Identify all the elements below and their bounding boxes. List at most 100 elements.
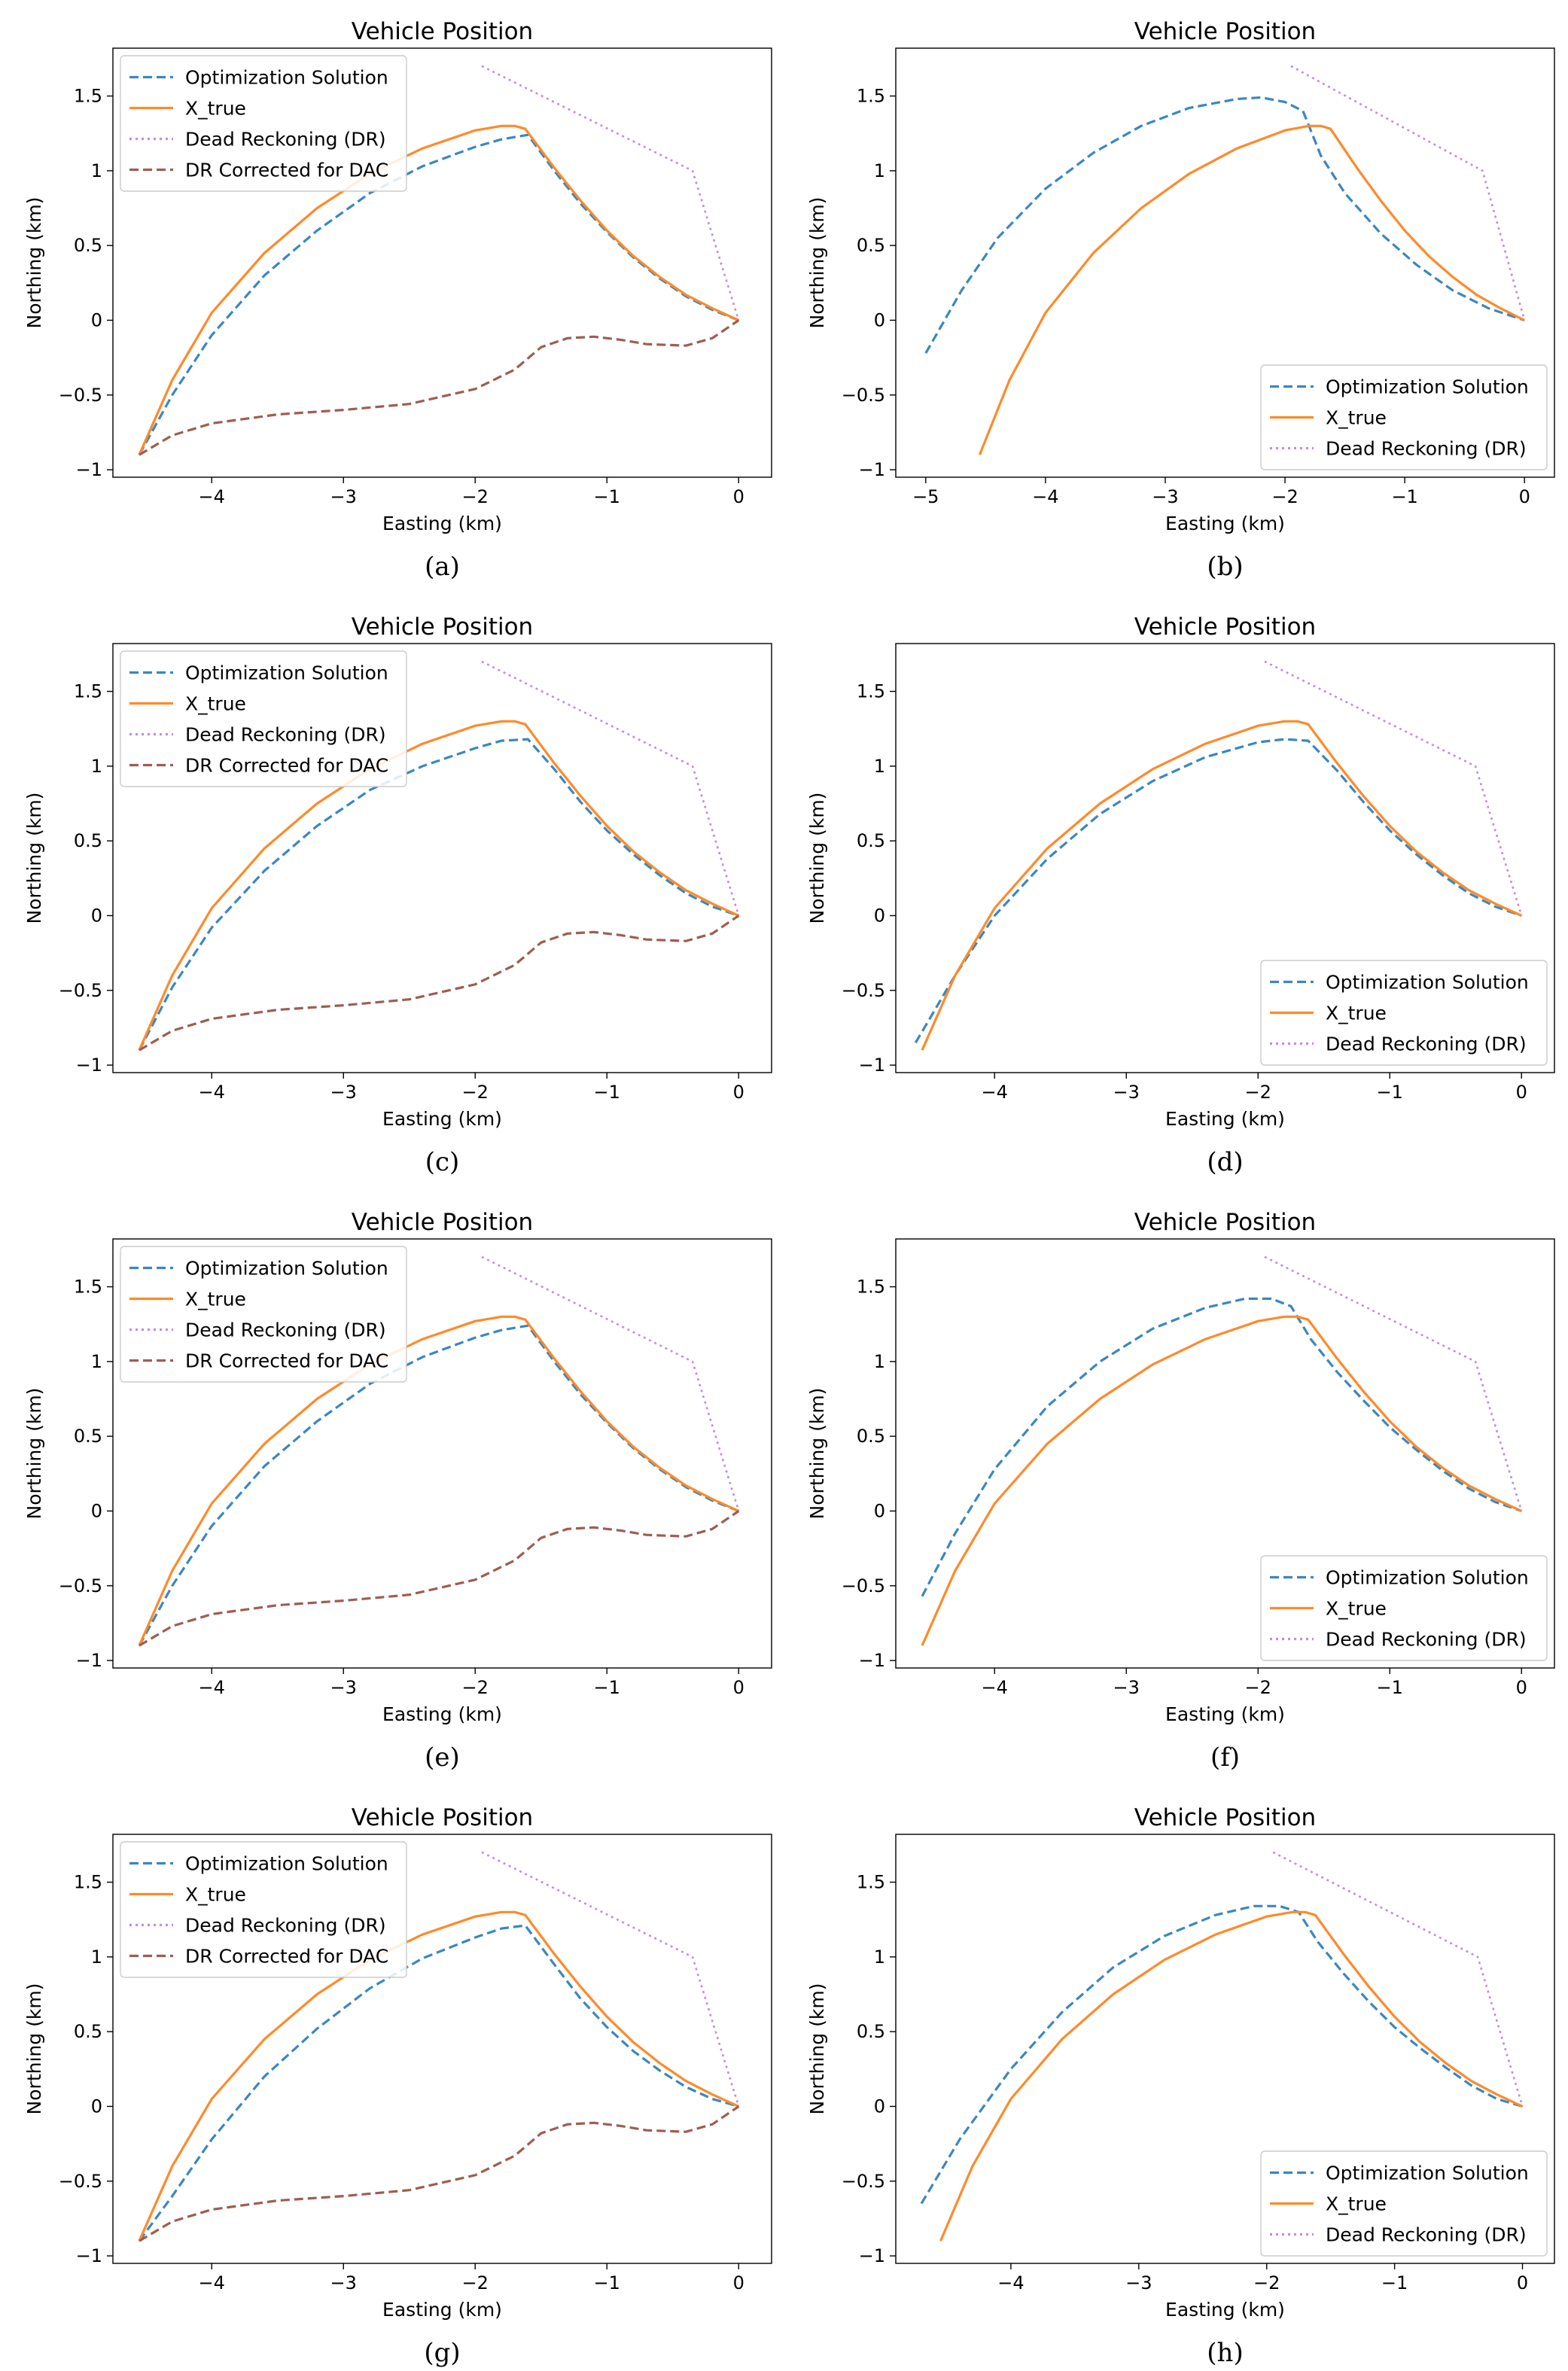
legend-entry: Optimization Solution bbox=[1326, 2163, 1529, 2184]
legend-entry: Optimization Solution bbox=[1326, 1567, 1529, 1589]
y-tick-label: 1.5 bbox=[74, 1277, 102, 1298]
series-line-x-true bbox=[939, 1910, 1524, 2242]
y-tick-label: −1 bbox=[859, 459, 885, 480]
legend-entry: Optimization Solution bbox=[1326, 972, 1529, 994]
series-line-x-true bbox=[138, 1910, 739, 2242]
x-tick-label: 0 bbox=[733, 1677, 744, 1698]
series-line-dr-corrected-for-dac bbox=[139, 319, 740, 456]
y-tick-label: −0.5 bbox=[842, 2171, 885, 2192]
legend-box bbox=[1260, 2150, 1548, 2257]
series-line-dead-reckoning-dr bbox=[481, 1256, 740, 1511]
y-tick-label: 1 bbox=[91, 756, 102, 777]
legend-entry: Dead Reckoning (DR) bbox=[1326, 1033, 1527, 1055]
x-tick-label: −4 bbox=[997, 2272, 1024, 2293]
x-tick-label: 0 bbox=[733, 486, 744, 507]
chart-title: Vehicle Position bbox=[1134, 613, 1316, 641]
legend-entry: X_true bbox=[1326, 1003, 1387, 1024]
x-tick-label: −4 bbox=[199, 486, 225, 507]
x-tick-label: −2 bbox=[462, 2272, 489, 2293]
chart-title: Vehicle Position bbox=[352, 613, 533, 641]
series-line-optimization-solution bbox=[138, 1924, 739, 2242]
x-tick-label: −3 bbox=[330, 1677, 357, 1698]
chart-panel-e: Vehicle Position −4 −3 −2 −1 0 −1 −0.5 0 0.5 1 1.5 E… bbox=[23, 1209, 772, 1773]
y-tick-label: −0.5 bbox=[59, 2171, 102, 2192]
x-tick-label: −4 bbox=[199, 1082, 225, 1103]
chart-title: Vehicle Position bbox=[1134, 1209, 1316, 1236]
x-tick-label: −3 bbox=[330, 2272, 357, 2293]
legend-entry: Optimization Solution bbox=[1326, 376, 1529, 398]
legend-entry: Dead Reckoning (DR) bbox=[185, 1319, 386, 1341]
legend-entry: Dead Reckoning (DR) bbox=[1326, 1629, 1527, 1651]
legend-entry: DR Corrected for DAC bbox=[185, 1350, 388, 1372]
y-tick-label: −1 bbox=[859, 1055, 885, 1076]
legend-entry: X_true bbox=[185, 693, 246, 715]
x-axis-label: Easting (km) bbox=[382, 1703, 502, 1725]
x-tick-label: −1 bbox=[1377, 1082, 1403, 1103]
y-tick-label: 1 bbox=[874, 160, 885, 181]
x-tick-label: −3 bbox=[330, 1082, 357, 1103]
y-tick-label: 0.5 bbox=[74, 2021, 102, 2042]
x-axis-label: Easting (km) bbox=[1165, 2299, 1285, 2321]
y-tick-label: 0.5 bbox=[74, 1426, 102, 1447]
legend-entry: Optimization Solution bbox=[185, 662, 388, 684]
series-line-dead-reckoning-dr bbox=[481, 660, 740, 916]
x-tick-label: −4 bbox=[1032, 486, 1058, 507]
x-tick-label: −3 bbox=[1113, 1082, 1140, 1103]
x-tick-label: −4 bbox=[199, 2272, 225, 2293]
y-tick-label: 0 bbox=[91, 905, 102, 926]
x-tick-label: −2 bbox=[462, 1677, 489, 1698]
chart-panel-f: Vehicle Position −4 −3 −2 −1 0 −1 −0.5 0 0.5 1 1.5 E… bbox=[806, 1209, 1555, 1773]
x-axis-label: Easting (km) bbox=[382, 513, 502, 534]
y-tick-label: 1.5 bbox=[857, 1277, 885, 1298]
y-tick-label: 1 bbox=[874, 756, 885, 777]
y-tick-label: 1 bbox=[91, 1946, 102, 1968]
series-line-optimization-solution bbox=[924, 96, 1525, 354]
y-tick-label: 0.5 bbox=[857, 2021, 885, 2042]
legend: Optimization Solution X_true Dead Reckonin… bbox=[1260, 364, 1548, 470]
x-tick-label: −3 bbox=[330, 486, 357, 507]
legend-entry: X_true bbox=[185, 98, 246, 120]
y-axis-label: Northing (km) bbox=[23, 793, 45, 924]
y-tick-label: 0 bbox=[874, 2096, 885, 2117]
y-axis-label: Northing (km) bbox=[806, 197, 828, 329]
legend: Optimization Solution X_true Dead Reckonin… bbox=[120, 1246, 407, 1383]
panel-caption: (a) bbox=[425, 552, 460, 582]
y-tick-label: 0 bbox=[91, 309, 102, 330]
series-line-dead-reckoning-dr bbox=[481, 65, 740, 321]
chart-panel-g: Vehicle Position −4 −3 −2 −1 0 −1 −0.5 0 0.5 1 1.5 E… bbox=[23, 1804, 772, 2368]
legend-entry: Optimization Solution bbox=[185, 67, 388, 89]
y-tick-label: −1 bbox=[76, 1055, 102, 1076]
x-axis-label: Easting (km) bbox=[382, 1108, 502, 1130]
series-line-optimization-solution bbox=[138, 133, 739, 455]
y-tick-label: −0.5 bbox=[842, 980, 885, 1001]
x-tick-label: 0 bbox=[1519, 486, 1530, 507]
panel-caption: (c) bbox=[425, 1147, 460, 1177]
legend-entry: Dead Reckoning (DR) bbox=[185, 129, 386, 151]
y-tick-label: 1.5 bbox=[857, 681, 885, 702]
y-tick-label: 1.5 bbox=[857, 1872, 885, 1893]
chart-title: Vehicle Position bbox=[352, 18, 533, 45]
legend-entry: Dead Reckoning (DR) bbox=[185, 724, 386, 746]
y-tick-label: −0.5 bbox=[59, 980, 102, 1001]
x-axis-label: Easting (km) bbox=[1165, 1108, 1285, 1130]
y-tick-label: 0.5 bbox=[857, 235, 885, 256]
x-tick-label: −1 bbox=[1377, 1677, 1403, 1698]
panel-caption: (e) bbox=[425, 1742, 460, 1773]
x-tick-label: −2 bbox=[1271, 486, 1298, 507]
legend-entry: DR Corrected for DAC bbox=[185, 160, 388, 181]
y-tick-label: 1 bbox=[91, 160, 102, 181]
legend-box bbox=[1260, 364, 1548, 470]
legend-entry: X_true bbox=[185, 1289, 246, 1310]
x-tick-label: −5 bbox=[912, 486, 939, 507]
series-line-dr-corrected-for-dac bbox=[139, 915, 740, 1052]
series-line-dead-reckoning-dr bbox=[481, 1851, 740, 2107]
y-tick-label: 0 bbox=[91, 2096, 102, 2117]
legend: Optimization Solution X_true Dead Reckonin… bbox=[120, 650, 407, 787]
x-tick-label: −3 bbox=[1125, 2272, 1152, 2293]
series-line-dr-corrected-for-dac bbox=[139, 1510, 740, 1647]
chart-panel-h: Vehicle Position −4 −3 −2 −1 0 −1 −0.5 0 0.5 1 1.5 E… bbox=[806, 1804, 1555, 2368]
chart-title: Vehicle Position bbox=[1134, 18, 1316, 45]
y-tick-label: 1.5 bbox=[74, 86, 102, 107]
x-tick-label: −2 bbox=[462, 486, 489, 507]
y-tick-label: −1 bbox=[76, 1650, 102, 1671]
